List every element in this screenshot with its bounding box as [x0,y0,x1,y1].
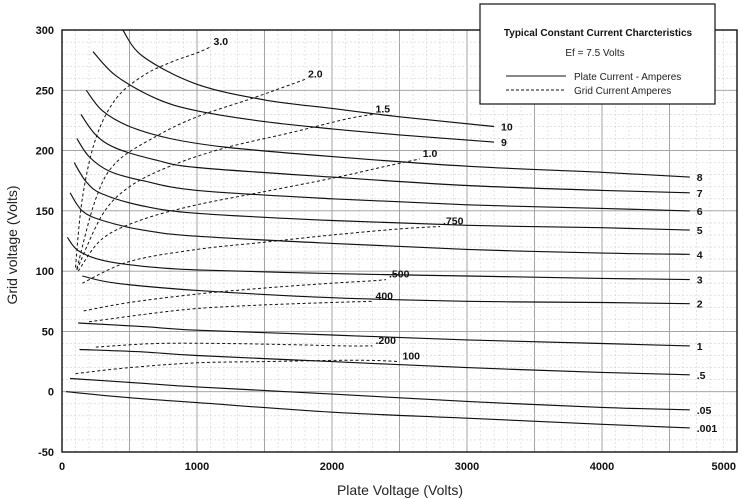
curve-label: .500 [389,269,410,281]
plate-current-curve-7 [80,114,690,194]
plate-current-curve-8 [85,89,690,178]
y-tick-label: 250 [36,85,54,97]
y-tick-label: 150 [36,206,54,218]
grid-current-curve-400 [88,300,373,323]
curve-label: .750 [443,216,464,228]
y-tick-label: 300 [36,25,54,37]
curve-label: 1 [697,341,703,353]
curve-label: 3.0 [214,36,229,48]
legend-entry-plate-current: Plate Current - Amperes [574,72,681,83]
curve-label: .200 [376,335,397,347]
curve-label: .5 [697,370,706,382]
plate-current-curve-1 [78,322,690,347]
x-tick-label: 2000 [320,461,344,473]
curve-label: 2 [697,299,703,311]
legend-subtitle: Ef = 7.5 Volts [565,48,624,59]
plate-current-curve-10 [122,29,495,128]
x-tick-label: 5000 [712,461,736,473]
curve-label: 6 [697,206,703,218]
curve-label: 100 [403,351,421,363]
curve-label: 1.5 [376,103,391,115]
plate-current-curve-2 [82,275,690,305]
curve-label: 9 [501,137,507,149]
plate-current-curve-9 [92,51,495,143]
curve-label: 8 [697,172,703,184]
x-axis-label: Plate Voltage (Volts) [337,482,463,498]
plate-current-curve-4 [69,192,690,255]
curve-label: 7 [697,188,703,200]
y-tick-label: 50 [42,326,54,338]
curve-label: 5 [697,225,703,237]
curve-label: .001 [697,423,718,435]
curve-label: 4 [697,249,703,261]
tick-labels: 0 1000 2000 3000 4000 5000 -50 0 50 100 150 200 250 3… [36,25,736,473]
plate-current-curve-6 [76,138,690,212]
x-tick-label: 3000 [455,461,479,473]
y-tick-label: 0 [48,387,54,399]
curve-label: 3 [697,275,703,287]
grid-current-curve-100 [75,359,400,375]
legend-background [479,3,716,105]
plot-frame [61,29,738,453]
legend-entry-grid-current: Grid Current Amperes [574,86,671,97]
y-tick-label: 200 [36,146,54,158]
y-axis-label: Grid voltage (Volts) [4,185,20,304]
grid-current-curve-1p0 [77,158,420,272]
plate-current-curve-p5 [79,348,690,376]
y-tick-label: 100 [36,266,54,278]
plate-current-curve-5 [73,162,690,231]
grid-current-curve-1p5 [76,113,373,271]
curve-label: 2.0 [308,68,323,80]
x-tick-label: 4000 [590,461,614,473]
legend-box: Typical Constant Current Charcteristics … [479,3,716,105]
x-tick-label: 0 [59,461,65,473]
plate-current-curve-p001 [65,391,690,429]
curve-label: 1.0 [423,148,438,160]
legend-title: Typical Constant Current Charcteristics [504,28,693,39]
grid-current-curve-p200 [95,342,373,348]
curve-label: .05 [697,405,712,417]
curve-label: 400 [376,290,394,302]
series-layer [65,29,690,429]
y-tick-label: -50 [38,447,54,459]
curve-label: 10 [501,121,513,133]
grid-current-curve-p500 [83,279,387,312]
plate-current-curve-3 [66,237,690,281]
grid-current-curve-2p0 [76,78,306,269]
curve-labels: 10987654321.5.05.0013.02.01.51.0.750.500… [214,36,718,435]
x-tick-label: 1000 [185,461,209,473]
grid-current-curve-p750 [82,226,441,284]
plate-current-curve-p05 [70,377,690,411]
